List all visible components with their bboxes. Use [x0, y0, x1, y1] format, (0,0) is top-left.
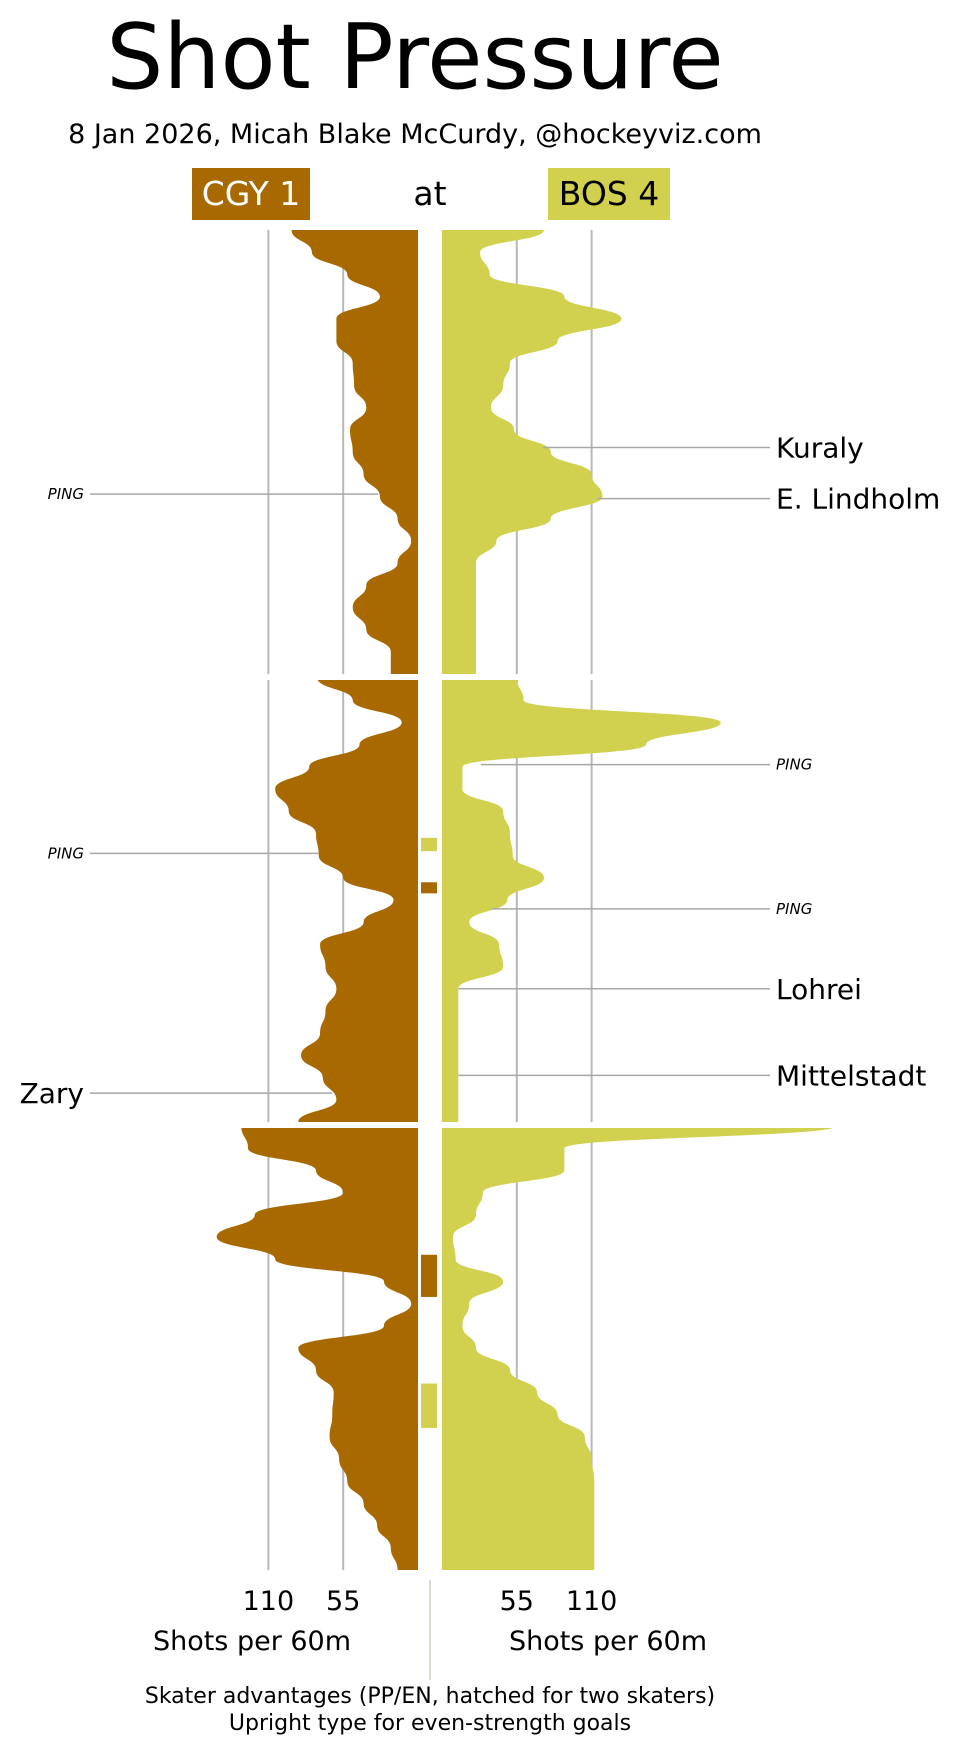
right-tick-label: 55	[500, 1586, 534, 1617]
skater-advantages	[421, 837, 437, 1428]
goal-scorer-label: Mittelstadt	[776, 1059, 926, 1092]
left-axis-label: Shots per 60m	[153, 1626, 351, 1657]
away-pressure-area-period-1	[291, 230, 418, 674]
goal-scorer-label: PING	[776, 900, 812, 918]
skater-advantage-bar	[421, 882, 437, 894]
period-separator	[200, 1122, 900, 1128]
at-label: at	[413, 174, 446, 213]
goal-annotations: PING PING Zary Kuraly E. Lindholm PING PING Loh…	[20, 432, 941, 1111]
away-pressure-area-period-2	[241, 678, 418, 1122]
away-pressure-area-period-3	[216, 1126, 418, 1570]
goal-scorer-label: Zary	[20, 1077, 84, 1110]
footnote-line-2: Upright type for even-strength goals	[229, 1711, 631, 1736]
chart-subtitle: 8 Jan 2026, Micah Blake McCurdy, @hockey…	[68, 119, 762, 150]
goal-scorer-label: E. Lindholm	[776, 483, 940, 516]
goal-scorer-label: PING	[48, 485, 84, 503]
pressure-areas	[216, 230, 837, 1570]
right-axis-label: Shots per 60m	[509, 1626, 707, 1657]
home-pressure-area-period-3	[442, 1126, 837, 1570]
away-team-label: CGY 1	[202, 174, 301, 213]
period-separators	[200, 674, 900, 1128]
goal-scorer-label: PING	[776, 756, 812, 774]
home-team-label: BOS 4	[559, 174, 659, 213]
home-team-badge	[548, 168, 670, 220]
goal-scorer-label: PING	[48, 844, 84, 862]
axis-ticks: 110 55 55 110	[243, 1586, 618, 1617]
goal-scorer-label: Lohrei	[776, 973, 862, 1006]
skater-advantage-bar	[421, 1254, 437, 1297]
home-pressure-area-period-2	[442, 678, 837, 1122]
goal-scorer-label: Kuraly	[776, 432, 864, 465]
home-pressure-area-period-1	[442, 230, 622, 674]
right-tick-label: 110	[566, 1586, 618, 1617]
period-separator	[200, 674, 900, 680]
skater-advantage-bar	[421, 1383, 437, 1428]
skater-advantage-bar	[421, 837, 437, 852]
left-tick-label: 110	[243, 1586, 295, 1617]
footnote-line-1: Skater advantages (PP/EN, hatched for tw…	[145, 1684, 715, 1709]
away-team-badge	[192, 168, 310, 220]
chart-title: Shot Pressure	[106, 5, 723, 110]
left-tick-label: 55	[326, 1586, 360, 1617]
